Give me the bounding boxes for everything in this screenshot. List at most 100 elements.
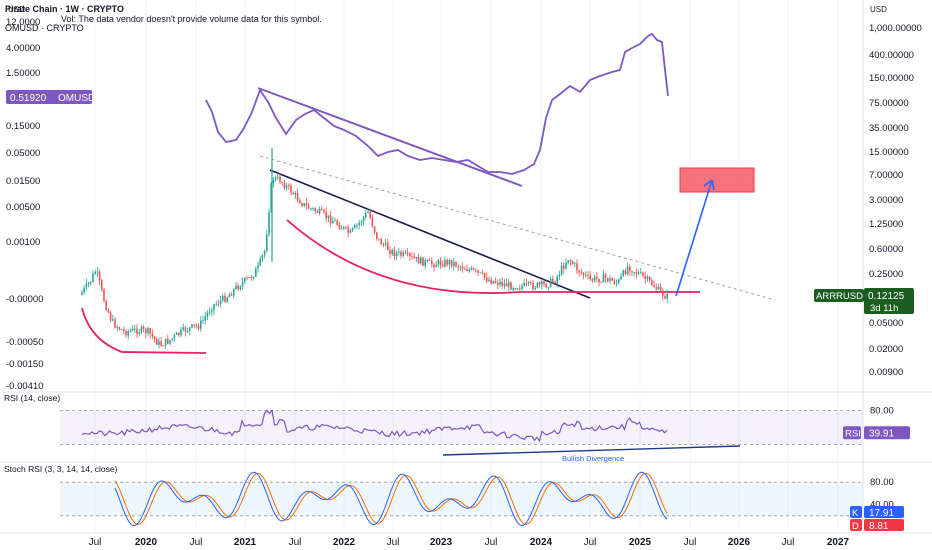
arrr-label: ARRRUSD (816, 291, 863, 302)
price-candle (164, 338, 167, 346)
arrr-label-badge (814, 289, 864, 302)
price-candle (642, 272, 644, 277)
accumulation-curve (81, 307, 207, 354)
price-candle (120, 329, 123, 331)
price-candle (228, 294, 231, 298)
time-axis-tick: 2021 (234, 537, 257, 548)
price-candle (195, 325, 198, 327)
price-candle (142, 326, 145, 329)
price-candle (274, 177, 277, 181)
price-candle (543, 281, 545, 284)
price-candle (464, 269, 466, 270)
price-candle (334, 220, 336, 222)
price-candle (492, 280, 495, 284)
price-candle (151, 333, 154, 337)
time-axis-tick: Jul (89, 537, 102, 548)
price-candle (197, 325, 200, 329)
price-candle (657, 286, 660, 290)
time-axis-tick: 2025 (629, 537, 652, 548)
price-candle (252, 276, 255, 279)
right-axis-tick: 3.00000 (869, 195, 903, 206)
price-candle (413, 256, 415, 259)
price-candle (479, 272, 481, 274)
price-candle (391, 249, 393, 255)
price-candle (224, 295, 226, 302)
price-candle (563, 265, 565, 269)
price-candle (538, 282, 541, 285)
price-candle (162, 345, 165, 347)
symbol-title[interactable]: Pirate Chain · 1W · CRYPTO (5, 4, 125, 14)
price-candle (288, 185, 290, 187)
projection-arrow (675, 179, 713, 297)
price-candle (369, 211, 371, 219)
price-candle (200, 320, 202, 329)
stoch-axis-tick: 80.00 (870, 477, 894, 488)
price-candle (490, 279, 492, 284)
left-axis-tick: -0.00050 (6, 337, 44, 348)
price-candle (147, 328, 149, 334)
price-candle (250, 277, 253, 279)
price-candle (266, 234, 268, 251)
price-candle (329, 215, 332, 224)
price-candle (532, 282, 534, 290)
price-candle (615, 282, 618, 284)
price-candle (409, 253, 411, 256)
price-candle (81, 292, 83, 295)
trendline-omusd (257, 87, 523, 187)
omusd-overlay-line (205, 32, 669, 175)
price-candle (349, 230, 352, 233)
price-candle (325, 212, 327, 219)
price-candle (426, 260, 429, 261)
stoch-d-tag-badge (850, 519, 862, 531)
price-candle (556, 276, 558, 284)
price-candle (347, 227, 349, 233)
price-candle (483, 272, 486, 278)
price-candle (591, 279, 594, 281)
price-candle (235, 285, 237, 289)
rsi-tag: RSI (845, 428, 861, 439)
price-candle (296, 192, 299, 201)
price-candle (294, 192, 297, 195)
price-candle (129, 330, 132, 332)
price-candle (149, 328, 151, 334)
price-candle (655, 287, 657, 290)
right-axis-tick: 150.00000 (869, 73, 914, 84)
time-axis-tick: Jul (190, 537, 203, 548)
price-candle (292, 193, 294, 195)
price-candle (332, 221, 334, 224)
price-candle (664, 295, 666, 299)
price-candle (604, 274, 607, 278)
price-candle (343, 227, 345, 229)
stoch-band (60, 482, 863, 516)
price-candle (182, 327, 184, 330)
omusd-line (205, 32, 669, 175)
price-candle (345, 227, 347, 228)
price-candle (400, 251, 402, 256)
price-candle (94, 272, 96, 274)
price-candle (514, 288, 517, 290)
price-candle (283, 182, 286, 189)
price-candle (125, 331, 127, 336)
price-candle (635, 272, 638, 274)
price-candle (186, 330, 189, 332)
price-candle (257, 265, 259, 269)
left-axis-tick: -0.00000 (6, 294, 44, 305)
price-candle (646, 276, 649, 280)
omusd-label: OMUSD (58, 93, 95, 104)
price-candle (554, 281, 556, 284)
price-candle (380, 239, 382, 245)
price-candle (644, 276, 646, 280)
overlay-symbol-label[interactable]: OMUSD · CRYPTO (5, 23, 84, 33)
stoch-label: Stoch RSI (3, 3, 14, 14, close) (4, 464, 118, 474)
price-candle (448, 260, 451, 265)
price-candle (244, 277, 246, 282)
stoch-k-value-badge (864, 506, 904, 518)
price-candle (277, 176, 279, 178)
rounding-bottom-curve (286, 219, 700, 294)
price-candle (321, 208, 323, 211)
price-candle (411, 255, 413, 257)
price-candle (307, 205, 310, 209)
